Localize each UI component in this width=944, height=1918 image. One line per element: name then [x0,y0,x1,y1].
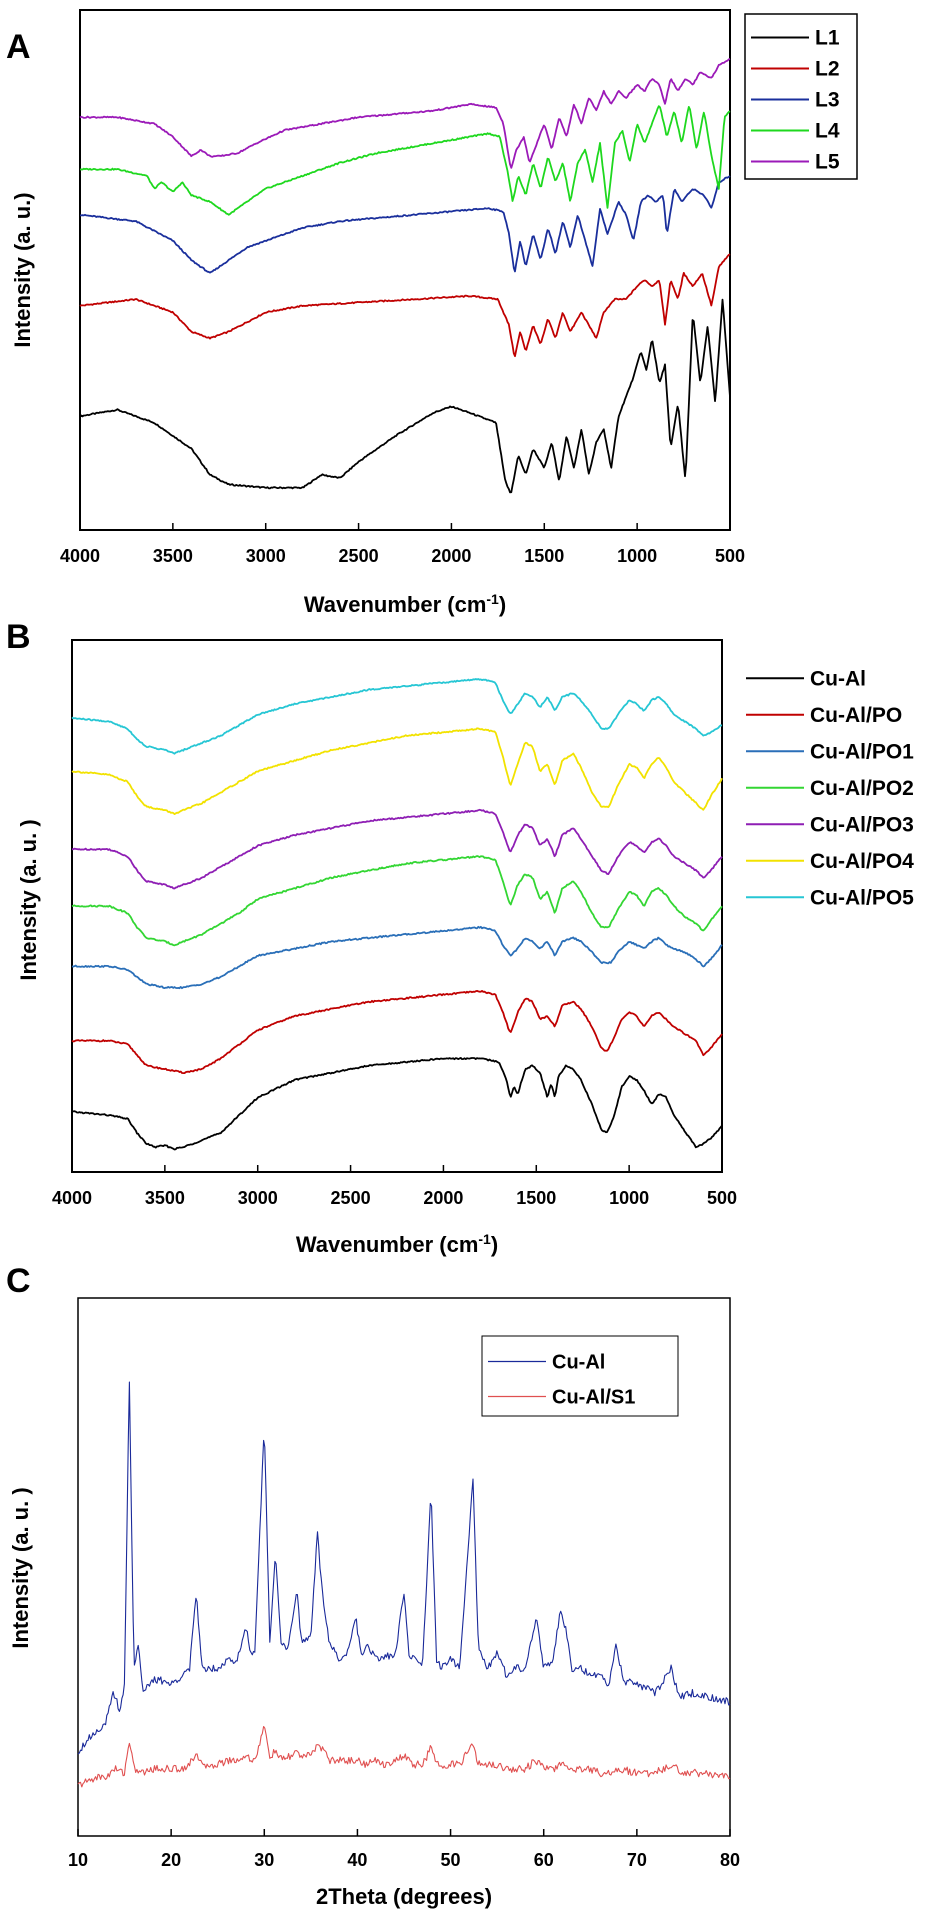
x-tick-label: 2500 [331,1188,371,1208]
legend-label: Cu-Al [552,1352,605,1374]
x-tick-label: 4000 [52,1188,92,1208]
series-line-l4 [79,105,731,216]
legend-label: Cu-Al/PO [810,704,902,727]
x-tick-label: 20 [161,1850,181,1870]
x-tick-label: 2000 [431,546,471,566]
legend-box [744,13,858,180]
panel-b-x-axis: 4000 3500 3000 2500 2000 1500 1000 500 [52,1165,737,1208]
series-line-l5 [79,58,731,169]
panel-a-legend: L1 L2 L3 L4 L5 [744,13,858,180]
legend-label: Cu-Al/PO3 [810,813,914,836]
panel-a-x-axis-title: Wavenumber (cm-1) [304,591,506,617]
panel-b-chart: B 4000 3500 3000 2500 2000 1500 1000 500 Wavenu… [6,618,914,1257]
legend-label: Cu-Al/PO2 [810,777,914,800]
legend-label: Cu-Al/PO4 [810,850,914,873]
panel-c-letter: C [6,1262,31,1300]
x-tick-label: 3000 [238,1188,278,1208]
legend-label: Cu-Al [810,667,866,690]
legend-label: L2 [815,58,840,81]
panel-c-plot-frame [77,1297,731,1837]
series-line-cu-al-po5 [71,678,723,755]
panel-a-series-group [79,58,731,494]
x-tick-label: 500 [707,1188,737,1208]
series-line-cu-al-s1 [77,1725,731,1788]
legend-label: L3 [815,89,840,112]
x-tick-label: 40 [347,1850,367,1870]
series-line-cu-al-po [71,990,723,1074]
legend-label: Cu-Al/S1 [552,1387,635,1409]
panel-c-chart: C 10 20 30 40 50 60 70 80 2Theta (degrees) Inte… [6,1262,740,1909]
panel-c-legend: Cu-Al Cu-Al/S1 [481,1335,679,1417]
series-line-cu-al-po3 [71,808,723,890]
series-line-l1 [79,298,731,494]
series-line-cu-al-po1 [71,925,723,990]
panel-a-chart: A 4000 3500 3000 2500 2000 1500 1000 500 Wavenu… [6,9,858,617]
x-tick-label: 70 [627,1850,647,1870]
series-line-l3 [80,175,731,274]
panel-b-legend: Cu-Al Cu-Al/PO Cu-Al/PO1 Cu-Al/PO2 Cu-Al/PO3… [746,667,914,909]
panel-c-y-axis-title: Intensity (a. u. ) [8,1487,33,1648]
x-tick-label: 500 [715,546,745,566]
legend-label: L4 [815,120,840,143]
x-tick-label: 50 [441,1850,461,1870]
x-tick-label: 2000 [423,1188,463,1208]
panel-a-plot-frame [79,9,731,531]
panel-b-x-axis-title: Wavenumber (cm-1) [296,1231,498,1257]
legend-label: L1 [815,27,840,50]
legend-label: Cu-Al/PO5 [810,886,914,909]
x-tick-label: 30 [254,1850,274,1870]
legend-label: Cu-Al/PO1 [810,740,914,763]
x-tick-label: 2500 [339,546,379,566]
panel-a-x-axis: 4000 3500 3000 2500 2000 1500 1000 500 [60,523,745,566]
panel-c-series-group [77,1381,731,1788]
panel-b-letter: B [6,618,31,656]
x-tick-label: 1000 [609,1188,649,1208]
x-tick-label: 1500 [516,1188,556,1208]
series-line-cu-al [72,1057,723,1151]
legend-label: L5 [815,151,840,174]
x-tick-label: 10 [68,1850,88,1870]
panel-b-series-group [71,678,723,1151]
legend-box [481,1335,679,1417]
x-tick-label: 3500 [153,546,193,566]
panel-b-plot-frame [71,639,723,1173]
panel-a-y-axis-title: Intensity (a. u.) [10,192,35,347]
series-line-cu-al [77,1381,731,1755]
x-tick-label: 1500 [524,546,564,566]
x-tick-label: 4000 [60,546,100,566]
x-tick-label: 3500 [145,1188,185,1208]
x-tick-label: 3000 [246,546,286,566]
panel-b-y-axis-title: Intensity (a. u. ) [16,819,41,980]
panel-c-x-axis-title: 2Theta (degrees) [316,1884,492,1909]
x-tick-label: 1000 [617,546,657,566]
series-line-cu-al-po2 [71,855,723,947]
panel-a-letter: A [6,28,31,66]
panel-c-x-axis: 10 20 30 40 50 60 70 80 [68,1829,740,1870]
series-line-l2 [79,253,731,358]
series-line-cu-al-po4 [71,727,723,815]
x-tick-label: 80 [720,1850,740,1870]
x-tick-label: 60 [534,1850,554,1870]
